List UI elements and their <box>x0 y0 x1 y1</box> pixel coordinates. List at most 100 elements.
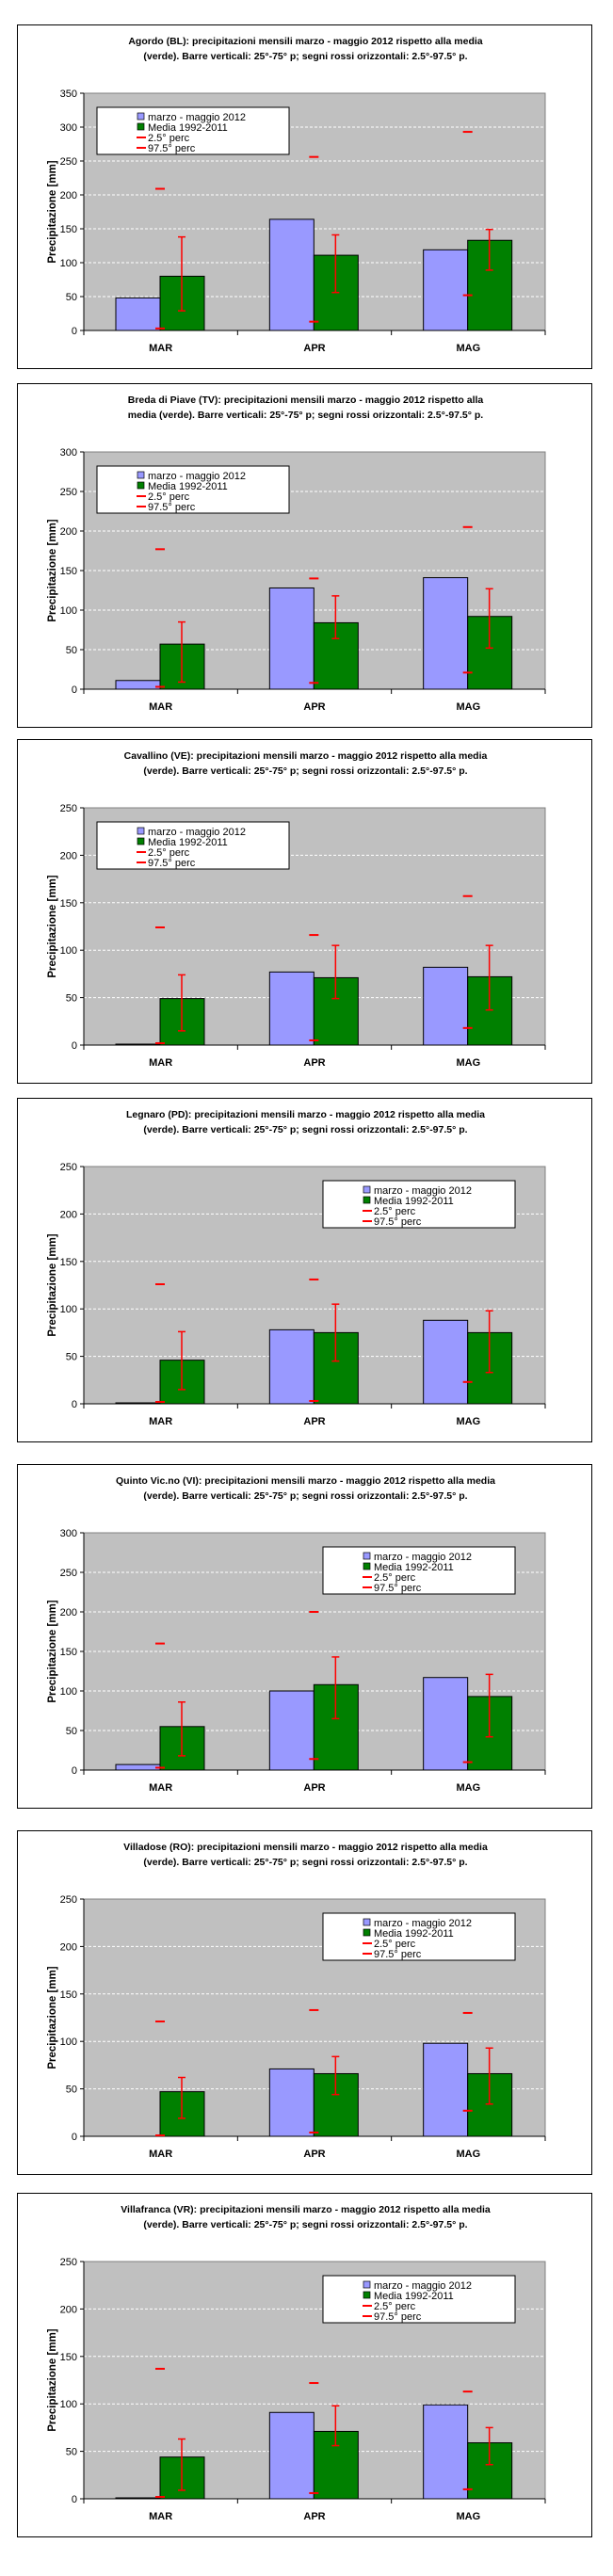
legend-label: marzo - maggio 2012 <box>374 2280 472 2292</box>
legend-box <box>96 106 290 155</box>
y-tick-label: 250 <box>60 1894 77 1906</box>
y-tick-label: 0 <box>72 2494 77 2505</box>
y-tick-label: 100 <box>60 605 77 617</box>
y-tick-label: 250 <box>60 156 77 168</box>
chart-title-line: (verde). Barre verticali: 25°-75° p; seg… <box>143 1857 467 1868</box>
x-tick-label: MAR <box>149 1057 172 1069</box>
y-axis-label: Precipitazione [mm] <box>47 1233 58 1336</box>
y-tick-label: 100 <box>60 2399 77 2410</box>
bar-current-2012 <box>115 2497 161 2500</box>
chart-title-line: (verde). Barre verticali: 25°-75° p; seg… <box>143 765 467 777</box>
y-tick-label: 0 <box>72 1399 77 1410</box>
bar-current-2012 <box>423 2404 469 2500</box>
chart-svg: Agordo (BL): precipitazioni mensili marz… <box>47 36 546 354</box>
legend-label: 2.5° perc <box>374 2301 416 2312</box>
y-axis-label: Precipitazione [mm] <box>47 2328 58 2431</box>
chart-container: Villafranca (VR): precipitazioni mensili… <box>17 2193 592 2537</box>
chart-title-line: Villadose (RO): precipitazioni mensili m… <box>123 1842 488 1853</box>
x-tick-label: MAR <box>149 1782 172 1794</box>
y-tick-label: 150 <box>60 1989 77 2001</box>
legend-label: 2.5° perc <box>148 491 190 503</box>
y-axis-label: Precipitazione [mm] <box>47 160 58 263</box>
y-tick-label: 250 <box>60 487 77 498</box>
y-tick-label: 50 <box>66 1726 77 1737</box>
y-tick-label: 50 <box>66 993 77 1005</box>
y-tick-label: 300 <box>60 1528 77 1539</box>
y-tick-label: 100 <box>60 1686 77 1698</box>
legend-label: 97.5° perc <box>374 1583 422 1594</box>
x-tick-label: MAR <box>149 701 172 713</box>
chart-svg: Cavallino (VE): precipitazioni mensili m… <box>47 750 546 1069</box>
legend-label: 2.5° perc <box>374 1206 416 1217</box>
bar-current-2012 <box>268 1328 315 1405</box>
x-tick-label: MAG <box>456 1782 480 1794</box>
bar-current-2012 <box>268 2068 315 2137</box>
legend-label: marzo - maggio 2012 <box>374 1185 472 1197</box>
legend-label: 97.5° perc <box>148 858 196 869</box>
legend-label: 2.5° perc <box>374 1572 416 1584</box>
legend-label: Media 1992-2011 <box>148 122 228 134</box>
legend-label: Media 1992-2011 <box>148 481 228 492</box>
y-tick-label: 250 <box>60 1162 77 1173</box>
x-tick-label: MAR <box>149 343 172 354</box>
chart-svg: Legnaro (PD): precipitazioni mensili mar… <box>47 1109 546 1427</box>
y-tick-label: 150 <box>60 224 77 235</box>
y-tick-label: 0 <box>72 1040 77 1052</box>
chart-title-line: (verde). Barre verticali: 25°-75° p; seg… <box>143 1124 467 1135</box>
x-tick-label: MAG <box>456 1057 480 1069</box>
legend-label: 97.5° perc <box>148 502 196 513</box>
x-tick-label: APR <box>303 2511 325 2522</box>
bar-current-2012 <box>423 2042 469 2137</box>
y-tick-label: 0 <box>72 684 77 696</box>
bar-current-2012 <box>268 587 315 690</box>
chart-title-line: media (verde). Barre verticali: 25°-75° … <box>128 410 484 421</box>
y-tick-label: 0 <box>72 2132 77 2143</box>
y-tick-label: 250 <box>60 1568 77 1579</box>
chart-container: Cavallino (VE): precipitazioni mensili m… <box>17 739 592 1084</box>
y-tick-label: 250 <box>60 2257 77 2268</box>
chart-svg: Quinto Vic.no (VI): precipitazioni mensi… <box>47 1475 546 1794</box>
legend-swatch-mean <box>363 1928 371 1937</box>
bar-current-2012 <box>423 577 469 690</box>
legend-swatch-current <box>363 1552 371 1560</box>
bar-current-2012 <box>268 2411 315 2500</box>
x-tick-label: APR <box>303 2149 325 2160</box>
legend-label: 97.5° perc <box>374 1216 422 1228</box>
y-axis-label: Precipitazione [mm] <box>47 1966 58 2069</box>
y-axis-label: Precipitazione [mm] <box>47 875 58 977</box>
legend-label: 97.5° perc <box>374 1949 422 1960</box>
legend-label: 2.5° perc <box>148 133 190 144</box>
chart-svg: Villafranca (VR): precipitazioni mensili… <box>47 2204 546 2522</box>
y-tick-label: 200 <box>60 1607 77 1618</box>
chart-title-line: (verde). Barre verticali: 25°-75° p; seg… <box>143 2219 467 2230</box>
legend-swatch-mean <box>363 2291 371 2299</box>
y-tick-label: 150 <box>60 898 77 910</box>
x-tick-label: MAG <box>456 2149 480 2160</box>
legend-swatch-current <box>137 471 145 479</box>
bar-current-2012 <box>423 249 469 331</box>
chart-title-line: (verde). Barre verticali: 25°-75° p; seg… <box>143 51 467 62</box>
y-tick-label: 50 <box>66 2447 77 2458</box>
legend-box <box>322 1546 516 1595</box>
chart-container: Breda di Piave (TV): precipitazioni mens… <box>17 383 592 728</box>
chart-svg: Villadose (RO): precipitazioni mensili m… <box>47 1842 546 2160</box>
x-tick-label: MAG <box>456 701 480 713</box>
y-tick-label: 50 <box>66 1352 77 1363</box>
legend-label: marzo - maggio 2012 <box>148 471 246 482</box>
y-tick-label: 200 <box>60 850 77 861</box>
x-tick-label: MAG <box>456 343 480 354</box>
legend-box <box>322 1912 516 1961</box>
legend-label: marzo - maggio 2012 <box>374 1552 472 1563</box>
y-tick-label: 300 <box>60 447 77 459</box>
x-tick-label: APR <box>303 701 325 713</box>
x-tick-label: APR <box>303 1782 325 1794</box>
y-tick-label: 200 <box>60 526 77 538</box>
legend-box <box>322 2275 516 2324</box>
bar-current-2012 <box>115 1763 161 1771</box>
chart-title-line: Villafranca (VR): precipitazioni mensili… <box>121 2204 491 2215</box>
